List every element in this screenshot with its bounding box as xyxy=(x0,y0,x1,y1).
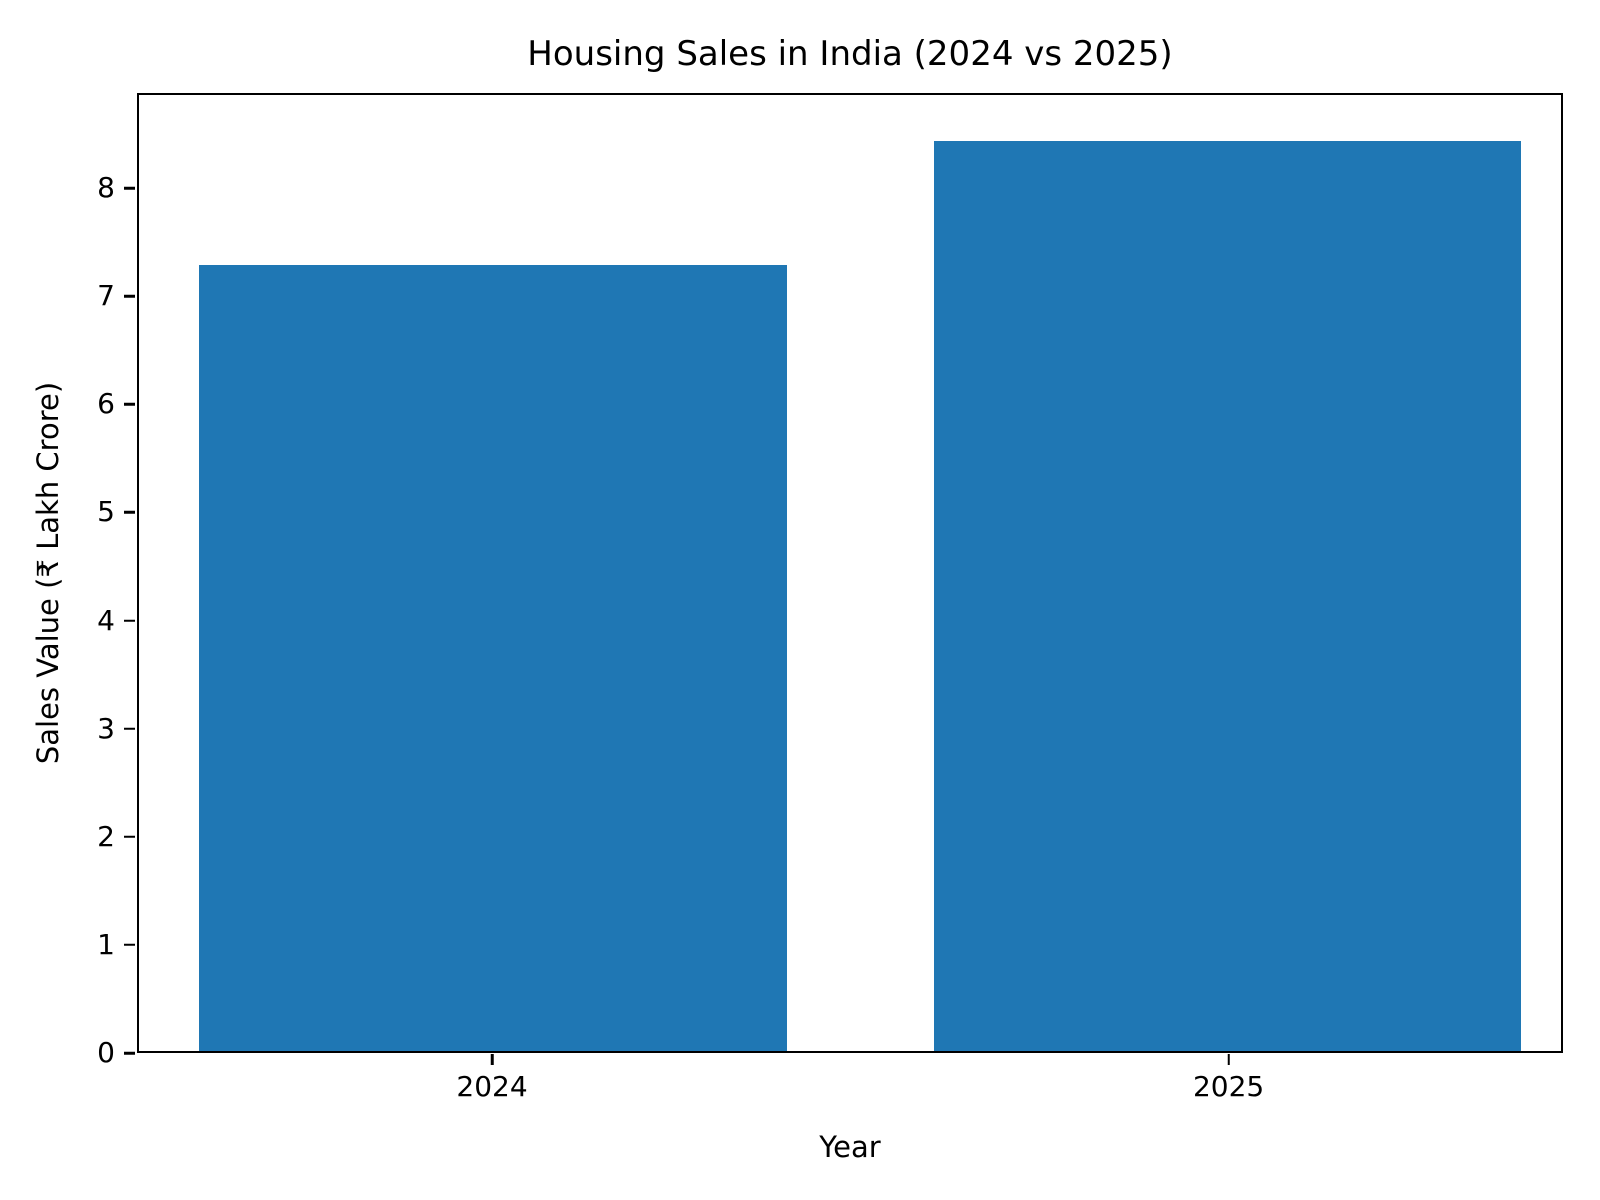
y-tick-mark xyxy=(124,1051,135,1055)
y-tick-label: 2 xyxy=(97,819,115,853)
y-tick-label: 7 xyxy=(97,279,115,313)
x-tick-label-2025: 2025 xyxy=(1192,1070,1265,1103)
y-tick-label: 3 xyxy=(97,711,115,745)
y-tick-mark xyxy=(124,619,135,622)
bars-layer xyxy=(139,95,1561,1051)
y-tick-mark xyxy=(124,403,135,406)
y-tick-label: 6 xyxy=(97,387,115,421)
y-tick-mark xyxy=(124,294,135,298)
x-axis-label: Year xyxy=(819,1130,881,1164)
x-tick-label-2024: 2024 xyxy=(456,1070,528,1103)
y-tick-label: 4 xyxy=(97,603,115,637)
y-tick-label: 5 xyxy=(97,495,115,529)
y-axis-label: Sales Value (₹ Lakh Crore) xyxy=(31,381,65,765)
y-tick-mark xyxy=(124,727,135,730)
y-tick-mark xyxy=(124,835,135,839)
y-tick-mark xyxy=(124,186,135,190)
y-tick-mark xyxy=(124,943,135,947)
bar-2025 xyxy=(933,141,1522,1051)
y-tick-label: 8 xyxy=(97,171,115,205)
x-tick-mark xyxy=(1227,1054,1230,1065)
plot-area xyxy=(137,93,1563,1053)
y-tick-label: 0 xyxy=(97,1036,115,1069)
y-tick-mark xyxy=(124,511,135,514)
y-tick-label: 1 xyxy=(97,927,115,961)
x-tick-mark xyxy=(490,1054,494,1065)
bar-2024 xyxy=(199,265,787,1051)
chart-title: Housing Sales in India (2024 vs 2025) xyxy=(527,34,1173,74)
